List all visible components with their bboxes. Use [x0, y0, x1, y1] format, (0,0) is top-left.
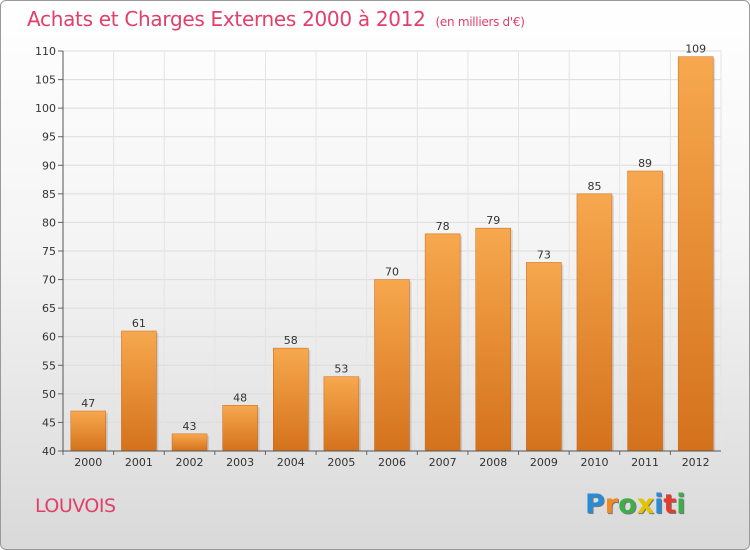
x-tick-label: 2009	[530, 456, 558, 469]
y-tick-label: 45	[42, 416, 56, 429]
x-tick-label: 2001	[125, 456, 153, 469]
bar	[627, 170, 663, 452]
y-tick-label: 80	[42, 216, 56, 229]
bar-value-label: 47	[81, 397, 95, 410]
proxiti-logo: Proxiti	[585, 489, 686, 520]
bar	[121, 330, 157, 452]
x-tick-label: 2002	[176, 456, 204, 469]
y-tick-label: 85	[42, 188, 56, 201]
bar-value-label: 73	[537, 248, 551, 261]
bar	[526, 262, 562, 452]
chart-subtitle: (en milliers d'€)	[435, 15, 525, 29]
logo-letter: r	[604, 489, 619, 520]
logo-letter: P	[585, 489, 605, 520]
bar-value-label: 43	[183, 420, 197, 433]
y-tick-label: 75	[42, 245, 56, 258]
y-tick-label: 65	[42, 302, 56, 315]
y-tick-label: 50	[42, 388, 56, 401]
x-tick-label: 2003	[226, 456, 254, 469]
logo-letter: x	[636, 489, 655, 520]
logo-letter: t	[663, 489, 677, 520]
x-tick-label: 2006	[378, 456, 406, 469]
logo-letter: o	[618, 489, 637, 520]
bar	[273, 347, 309, 452]
title-text: Achats et Charges Externes 2000 à 2012	[27, 7, 426, 31]
location-name: LOUVOIS	[35, 495, 116, 517]
y-tick-label: 100	[35, 102, 56, 115]
bar-value-label: 109	[685, 43, 706, 56]
bar-value-label: 70	[385, 266, 399, 279]
bars: 47 61 43 48 58 53 70 78 79 73 85 89 109	[70, 43, 716, 452]
bar	[576, 193, 613, 452]
chart-title: Achats et Charges Externes 2000 à 2012 (e…	[27, 7, 525, 31]
y-tick-label: 60	[42, 331, 56, 344]
bar	[475, 227, 511, 452]
x-tick-label: 2012	[682, 456, 710, 469]
x-tick-label: 2011	[631, 456, 659, 469]
bar	[323, 376, 360, 452]
x-tick-label: 2007	[429, 456, 457, 469]
bar-value-label: 79	[486, 214, 500, 227]
bar	[424, 233, 461, 452]
bar	[374, 279, 410, 452]
y-tick-label: 105	[35, 74, 56, 87]
bar-value-label: 58	[284, 334, 298, 347]
bar-value-label: 78	[436, 220, 450, 233]
x-tick-label: 2008	[479, 456, 507, 469]
axes: 40 45 50 55 60 65 70 75 80 85 90 95 100 105 110 2000 200…	[35, 45, 721, 469]
bar	[70, 410, 107, 452]
bar-value-label: 53	[334, 363, 348, 376]
x-tick-label: 2004	[277, 456, 305, 469]
x-tick-label: 2010	[580, 456, 608, 469]
bar-value-label: 89	[638, 157, 652, 170]
y-tick-label: 55	[42, 359, 56, 372]
x-tick-label: 2005	[327, 456, 355, 469]
bar	[222, 405, 258, 452]
logo-letter: i	[654, 489, 664, 520]
bar	[677, 56, 714, 452]
y-tick-label: 110	[35, 45, 56, 58]
y-tick-label: 70	[42, 274, 56, 287]
logo-letter: i	[676, 489, 686, 520]
y-tick-label: 90	[42, 159, 56, 172]
y-tick-label: 95	[42, 131, 56, 144]
bar-value-label: 61	[132, 317, 146, 330]
x-tick-label: 2000	[74, 456, 102, 469]
bar	[171, 433, 208, 452]
y-tick-label: 40	[42, 445, 56, 458]
bar-value-label: 85	[587, 180, 601, 193]
bar-value-label: 48	[233, 391, 247, 404]
